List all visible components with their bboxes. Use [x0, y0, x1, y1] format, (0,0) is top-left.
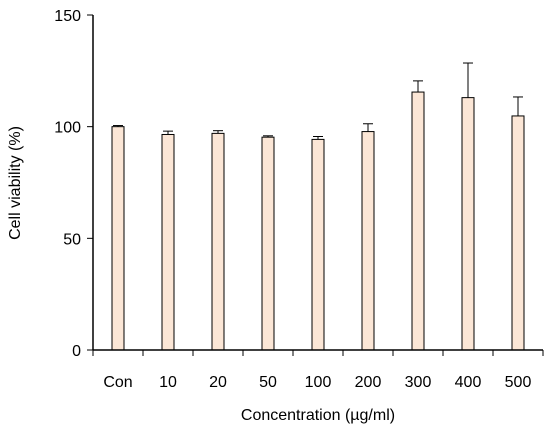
x-tick-label: 20: [209, 374, 227, 391]
bar-200: [361, 131, 375, 351]
bar-20: [211, 132, 225, 351]
bar-10: [161, 133, 175, 351]
error-bar-series: [113, 62, 523, 140]
y-axis-ticks: 0 50 100 150: [54, 8, 93, 360]
x-axis-ticks: Con 10 20 50 100 200 300 400 500: [92, 350, 544, 391]
bar-series: [111, 91, 525, 351]
bar-Con: [111, 126, 125, 351]
bar-300: [411, 91, 425, 351]
x-tick-label: 50: [259, 374, 277, 391]
y-axis-title: Cell viability (%): [7, 126, 24, 240]
bar-500: [511, 115, 525, 351]
bar-100: [311, 138, 325, 351]
y-tick-label: 50: [63, 231, 81, 248]
y-tick-label: 150: [54, 8, 81, 25]
x-tick-label: 400: [455, 374, 482, 391]
bar-50: [261, 136, 275, 351]
bar-400: [461, 97, 475, 351]
x-tick-label: 100: [305, 374, 332, 391]
x-tick-label: 10: [159, 374, 177, 391]
x-axis-title: Concentration (µg/ml): [241, 407, 395, 424]
x-tick-label: 200: [355, 374, 382, 391]
x-tick-label: 500: [505, 374, 532, 391]
x-tick-label: 300: [405, 374, 432, 391]
y-tick-label: 100: [54, 120, 81, 137]
y-tick-label: 0: [72, 343, 81, 360]
axes: [92, 15, 543, 351]
x-tick-label: Con: [103, 374, 132, 391]
